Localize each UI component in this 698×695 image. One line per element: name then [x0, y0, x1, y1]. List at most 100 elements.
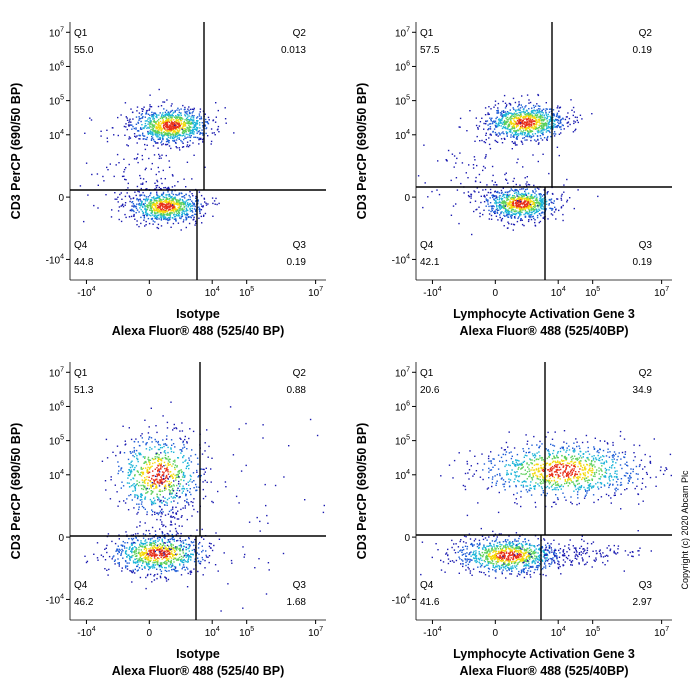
event-dot [198, 115, 201, 117]
event-dot [196, 120, 198, 122]
event-dot [156, 226, 158, 229]
event-dot [121, 545, 124, 547]
event-dot [103, 180, 105, 182]
event-dot [514, 131, 517, 133]
event-dot [141, 108, 143, 110]
event-dot [543, 129, 545, 131]
event-dot [520, 209, 522, 211]
event-dot [194, 551, 196, 553]
event-dot [178, 200, 181, 202]
event-dot [520, 140, 523, 142]
event-dot [126, 565, 129, 567]
event-dot [536, 198, 538, 200]
event-dot [156, 197, 158, 199]
event-dot [163, 124, 165, 126]
event-dot [135, 123, 138, 125]
event-dot [121, 481, 123, 483]
event-dot [514, 113, 516, 115]
event-dot [124, 444, 126, 446]
event-dot [199, 122, 201, 124]
event-dot [515, 126, 518, 128]
event-dot [558, 154, 560, 157]
event-dot [129, 559, 131, 561]
event-dot [521, 106, 524, 108]
event-dot [548, 199, 551, 201]
event-dot [525, 185, 528, 187]
event-dot [152, 540, 155, 542]
event-dot [536, 214, 539, 217]
event-dot [537, 206, 539, 208]
event-dot [532, 104, 535, 107]
event-dot [160, 123, 162, 125]
event-dot [166, 466, 169, 468]
event-dot [533, 116, 535, 118]
event-dot [148, 562, 150, 564]
event-dot [166, 130, 168, 133]
event-dot [517, 129, 520, 132]
event-dot [525, 110, 528, 112]
event-dot [188, 129, 190, 131]
event-dot [186, 116, 189, 118]
event-dot [163, 536, 165, 538]
event-dot [143, 138, 145, 140]
event-dot [203, 214, 205, 216]
event-dot [178, 125, 181, 128]
event-dot [566, 178, 568, 181]
event-dot [124, 552, 127, 555]
event-dot [130, 485, 133, 487]
event-dot [104, 559, 107, 561]
event-dot [156, 179, 158, 182]
event-dot [514, 114, 516, 116]
event-dot [134, 474, 136, 476]
event-dot [431, 190, 433, 193]
event-dot [176, 549, 178, 551]
event-dot [534, 196, 536, 198]
event-dot [542, 206, 545, 208]
event-dot [124, 195, 127, 198]
event-dot [193, 216, 195, 218]
event-dot [159, 136, 161, 139]
event-dot [169, 137, 171, 139]
event-dot [506, 116, 509, 119]
event-dot [178, 470, 180, 472]
event-dot [508, 125, 510, 127]
event-dot [534, 225, 537, 227]
event-dot [157, 194, 159, 197]
event-dot [155, 208, 158, 211]
event-dot [485, 134, 487, 136]
event-dot [153, 497, 155, 499]
event-dot [502, 187, 504, 189]
event-dot [136, 157, 138, 159]
event-dot [148, 548, 150, 550]
event-dot [512, 194, 514, 197]
event-dot [195, 489, 197, 491]
tick-base: 10 [395, 62, 407, 73]
event-dot [503, 94, 506, 97]
event-dot [160, 499, 163, 502]
event-dot [519, 215, 521, 217]
event-dot [120, 114, 122, 116]
event-dot [514, 192, 516, 194]
event-dot [129, 451, 131, 453]
event-dot [548, 120, 551, 123]
event-dot [176, 132, 179, 134]
event-dot [187, 568, 189, 570]
event-dot [117, 210, 120, 212]
event-dot [96, 173, 99, 175]
event-dot [507, 212, 509, 215]
event-dot [552, 113, 555, 116]
event-dot [166, 125, 169, 127]
event-dot [137, 198, 140, 201]
event-dot [508, 198, 510, 201]
event-dot [124, 440, 126, 442]
event-dot [130, 461, 132, 463]
event-dot [495, 208, 497, 211]
event-dot [155, 133, 158, 135]
event-dot [497, 209, 499, 211]
event-dot [473, 190, 475, 192]
event-dot [174, 131, 176, 133]
event-dot [557, 125, 560, 127]
event-dot [483, 209, 485, 211]
event-dot [128, 216, 131, 218]
